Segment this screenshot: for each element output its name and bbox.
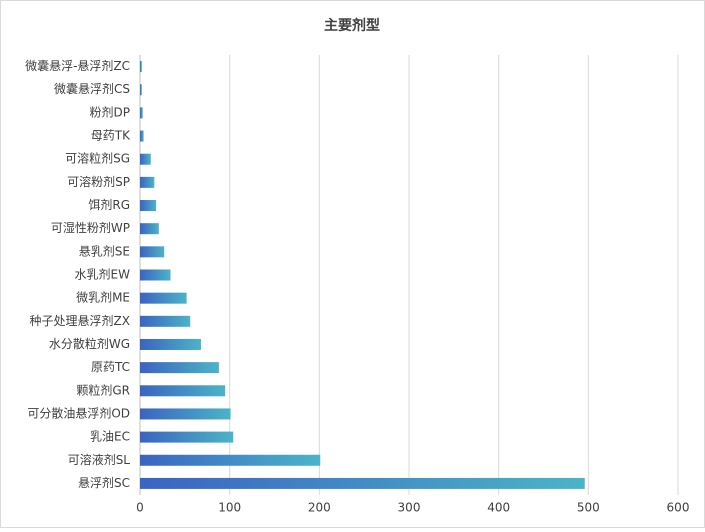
x-tick-label: 100 (218, 501, 241, 515)
chart-title: 主要剂型 (324, 17, 380, 34)
x-tick-label: 200 (308, 501, 331, 515)
x-tick-label: 600 (667, 501, 690, 515)
y-tick-label: 种子处理悬浮剂ZX (30, 313, 130, 328)
bar (140, 362, 219, 374)
bar (140, 107, 143, 119)
y-tick-label: 母药TK (91, 129, 131, 143)
y-tick-label: 微乳剂ME (76, 290, 130, 305)
y-tick-label: 水分散粒剂WG (49, 336, 130, 351)
x-tick-label: 400 (487, 501, 510, 515)
bar (140, 315, 191, 327)
bar (140, 269, 171, 281)
y-tick-label: 可溶粉剂SP (67, 174, 130, 189)
bar (140, 454, 321, 466)
bar (140, 431, 234, 443)
y-tick-label: 水乳剂EW (75, 267, 131, 282)
x-tick-label: 300 (398, 501, 421, 515)
x-tick-label: 500 (577, 501, 600, 515)
y-tick-label: 悬浮剂SC (78, 475, 130, 490)
y-tick-label: 饵剂RG (88, 197, 130, 212)
y-tick-label: 粉剂DP (90, 104, 130, 119)
bar (140, 176, 155, 188)
y-tick-label: 微囊悬浮-悬浮剂ZC (25, 58, 130, 73)
x-tick-label: 0 (136, 501, 144, 515)
bar (140, 246, 165, 258)
y-tick-label: 可分散油悬浮剂OD (27, 405, 130, 420)
y-tick-label: 原药TC (91, 360, 130, 374)
bar (140, 61, 142, 73)
bar (140, 153, 151, 165)
bar (140, 477, 585, 489)
bar (140, 200, 157, 212)
bar (140, 292, 187, 304)
y-tick-label: 颗粒剂GR (76, 382, 130, 397)
y-tick-label: 可湿性粉剂WP (51, 220, 130, 235)
bar (140, 385, 226, 397)
y-tick-label: 乳油EC (90, 430, 130, 444)
bar (140, 408, 231, 420)
bar (140, 338, 201, 350)
bar (140, 84, 142, 96)
y-tick-label: 微囊悬浮剂CS (54, 81, 130, 96)
y-tick-label: 悬乳剂SE (79, 243, 130, 258)
bar (140, 130, 144, 142)
bar (140, 223, 159, 235)
y-tick-label: 可溶液剂SL (68, 452, 131, 467)
y-tick-label: 可溶粒剂SG (65, 151, 130, 166)
